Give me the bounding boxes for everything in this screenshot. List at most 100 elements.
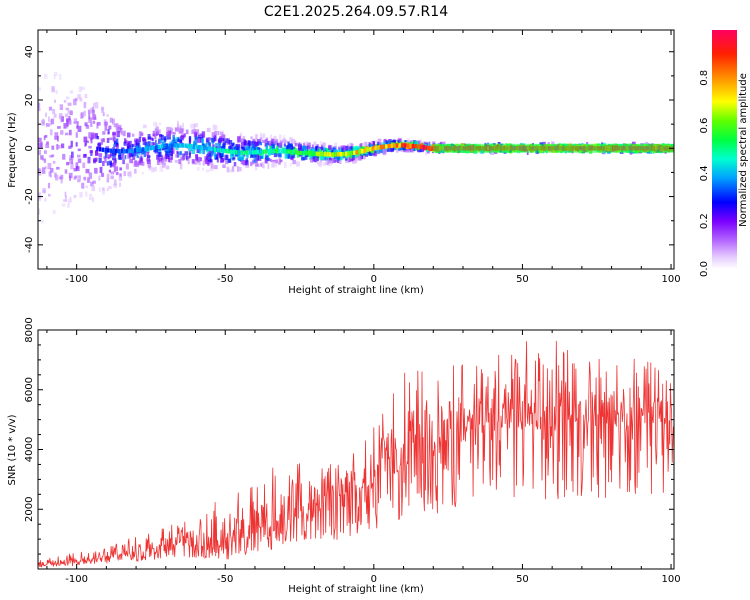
spectrogram-core-halo	[502, 143, 506, 153]
spectrogram-cell	[188, 138, 191, 144]
spectrogram-cell	[298, 145, 301, 152]
spectrogram-core-cell	[358, 149, 361, 154]
spectrogram-core-halo	[631, 143, 634, 153]
spectrogram-cell	[211, 132, 216, 137]
spectrogram-cell	[58, 113, 63, 120]
spectrogram-cell	[172, 135, 175, 142]
spectrogram-cell	[180, 163, 183, 170]
spectrogram-cell	[188, 152, 191, 158]
spectrogram-cell	[83, 101, 87, 109]
spectrogram-cell	[291, 146, 295, 150]
spectrogram-cell	[265, 143, 268, 151]
spectrogram-cell	[118, 124, 122, 129]
spectrogram-cell	[251, 159, 255, 165]
spectrogram-core-halo	[510, 143, 514, 153]
spectrogram-cell	[41, 167, 46, 174]
spectrogram-cell	[213, 134, 217, 142]
spectrogram-cell	[44, 134, 48, 138]
spectrogram-cell	[73, 194, 77, 198]
spectrogram-core-cell	[128, 148, 131, 154]
snr-xtick-label: 50	[516, 574, 529, 585]
spectrogram-cell	[169, 127, 174, 134]
spectrogram-cell	[323, 147, 326, 154]
spectrogram-cell	[171, 147, 175, 154]
spectrogram-cell	[70, 163, 74, 170]
spectrogram-cell	[52, 161, 56, 164]
spectrogram-cell	[442, 144, 445, 150]
spectrogram-cell	[248, 140, 250, 145]
spectrogram-cell	[142, 161, 145, 166]
spectrogram-cell	[350, 146, 353, 151]
spectrogram-cell	[94, 133, 98, 140]
spectrogram-cell	[157, 148, 161, 151]
spectrogram-cell	[121, 153, 124, 160]
spectrogram-cell	[154, 147, 159, 153]
spectrogram-cell	[221, 146, 226, 151]
spectrogram-cell	[68, 129, 72, 136]
spectrogram-cell	[110, 171, 115, 175]
spectrogram-cell	[181, 134, 185, 139]
spectrogram-core-halo	[486, 143, 490, 153]
spectrogram-cell	[151, 167, 155, 173]
spectrogram-cell	[330, 145, 333, 150]
spectrogram-core-cell	[222, 148, 225, 153]
spectrogram-cell	[279, 159, 283, 163]
spectrogram-core-cell	[117, 149, 120, 154]
spectrogram-cell	[136, 138, 140, 145]
spectrogram-cell	[88, 172, 93, 179]
spectrogram-cell	[270, 158, 272, 162]
spectrogram-cell	[97, 143, 101, 148]
spectrogram-cell	[259, 155, 263, 159]
spectrogram-cell	[392, 146, 397, 151]
spectrogram-core-halo	[497, 143, 500, 153]
spectrogram-cell	[140, 155, 143, 161]
spectrogram-cell	[95, 150, 98, 156]
spectrogram-core-halo	[460, 143, 463, 153]
spectrogram-cell	[122, 159, 125, 165]
spectrogram-cell	[291, 138, 296, 144]
spectrogram-cell	[108, 125, 112, 130]
spectrogram-core-cell	[106, 148, 110, 153]
spectrogram-cell	[338, 146, 341, 150]
spectrogram-cell	[205, 169, 210, 173]
spectrogram-cell	[197, 134, 201, 139]
spectrogram-cell	[155, 132, 158, 136]
spectrogram-cell	[276, 138, 279, 143]
spectrogram-cell	[224, 154, 228, 161]
spectrogram-cell	[142, 138, 147, 146]
spectrogram-core-halo	[561, 143, 564, 153]
snr-xtick-label: -50	[217, 574, 233, 585]
spectrogram-core-cell	[155, 145, 158, 150]
spectrogram-cell	[328, 145, 332, 150]
spectrogram-core-cell	[288, 149, 292, 154]
spectrogram-cell	[38, 149, 42, 155]
spectrogram-core-halo	[553, 143, 556, 153]
spectrogram-core-cell	[109, 148, 112, 153]
spectrogram-cell	[240, 161, 243, 165]
spectrogram-cell	[134, 168, 137, 174]
spectrogram-core-cell	[251, 150, 254, 155]
spectrogram-cell	[145, 142, 149, 147]
spectrogram-cell	[38, 195, 42, 202]
spectrogram-core-cell	[371, 146, 375, 151]
spectrogram-core-cell	[398, 143, 401, 148]
spectrogram-cell	[110, 149, 114, 157]
colorbar-tick-label: 0.6	[699, 118, 710, 134]
spectrogram-cell	[98, 153, 103, 158]
spectrogram-core-halo	[593, 143, 597, 153]
spectrogram-cell	[273, 139, 277, 144]
spectrogram-cell	[75, 142, 78, 147]
spectrogram-cell	[90, 107, 92, 114]
spectrogram-cell	[38, 108, 41, 112]
spectrogram-cell	[68, 120, 72, 125]
spectrogram-cell	[45, 123, 50, 127]
spectrogram-core-halo	[548, 143, 551, 153]
spectrogram-cell	[160, 135, 164, 141]
spectrogram-cell	[212, 144, 215, 150]
spectrogram-cell	[420, 144, 424, 150]
spectrogram-cell	[355, 156, 358, 164]
spectrogram-core-cell	[152, 145, 155, 150]
spectrogram-cell	[318, 161, 322, 167]
spectrogram-cell	[209, 168, 214, 172]
spectrogram-cell	[312, 155, 316, 162]
